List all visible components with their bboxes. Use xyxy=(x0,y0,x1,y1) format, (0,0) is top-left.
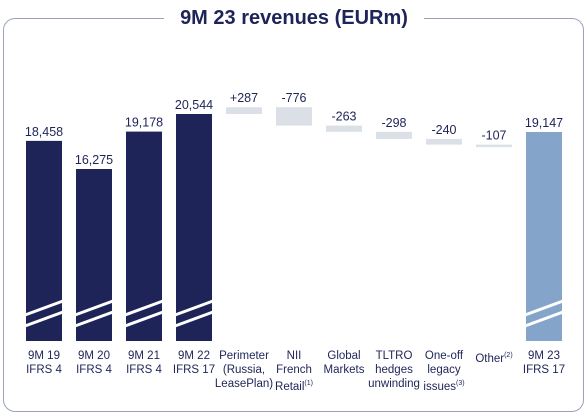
data-label-9: -107 xyxy=(481,129,506,143)
bar-2 xyxy=(126,131,162,341)
category-label-6: Global Markets xyxy=(323,350,365,376)
data-label-3: 20,544 xyxy=(175,98,213,112)
data-label-0: 18,458 xyxy=(25,125,63,139)
bar-8 xyxy=(426,138,462,145)
bar-5 xyxy=(276,107,312,126)
axis-break-mark-2-0 xyxy=(124,310,164,328)
category-label-0: 9M 19 IFRS 4 xyxy=(26,350,62,376)
data-label-2: 19,178 xyxy=(125,116,163,130)
axis-break-mark-3-1 xyxy=(174,299,214,317)
axis-break-mark-1-0 xyxy=(74,310,114,328)
axis-break-mark-0-1 xyxy=(24,299,64,317)
chart-title: 9M 23 revenues (EURm) xyxy=(164,4,424,32)
category-label-1: 9M 20 IFRS 4 xyxy=(76,350,112,376)
axis-break-mark-10-0 xyxy=(524,310,564,328)
data-label-10: 19,147 xyxy=(525,116,563,130)
category-label-10: 9M 23 IFRS 17 xyxy=(522,350,566,376)
bar-7 xyxy=(376,131,412,139)
data-label-7: -298 xyxy=(381,116,406,130)
category-label-5: NII French Retail(1) xyxy=(275,350,313,393)
data-label-1: 16,275 xyxy=(75,153,113,167)
axis-break-mark-2-1 xyxy=(124,299,164,317)
axis-break-mark-0-0 xyxy=(24,310,64,328)
category-label-4: Perimeter (Russia, LeasePlan) xyxy=(214,350,274,390)
bar-6 xyxy=(326,125,362,132)
data-label-4: +287 xyxy=(230,91,258,105)
bar-10 xyxy=(526,131,562,341)
axis-break-mark-10-1 xyxy=(524,299,564,317)
category-label-8: One-off legacy issues(3) xyxy=(423,350,465,393)
category-label-9: Other(2) xyxy=(475,352,513,365)
data-label-8: -240 xyxy=(431,123,456,137)
data-label-5: -776 xyxy=(281,91,306,105)
bar-4 xyxy=(226,107,262,114)
bar-9 xyxy=(476,144,512,148)
category-label-3: 9M 22 IFRS 17 xyxy=(172,350,216,376)
category-label-7: TLTRO hedges unwinding xyxy=(368,350,420,390)
data-label-6: -263 xyxy=(331,110,356,124)
bar-0 xyxy=(26,140,62,341)
category-label-2: 9M 21 IFRS 4 xyxy=(126,350,162,376)
axis-break-mark-1-1 xyxy=(74,299,114,317)
axis-break-mark-3-0 xyxy=(174,310,214,328)
